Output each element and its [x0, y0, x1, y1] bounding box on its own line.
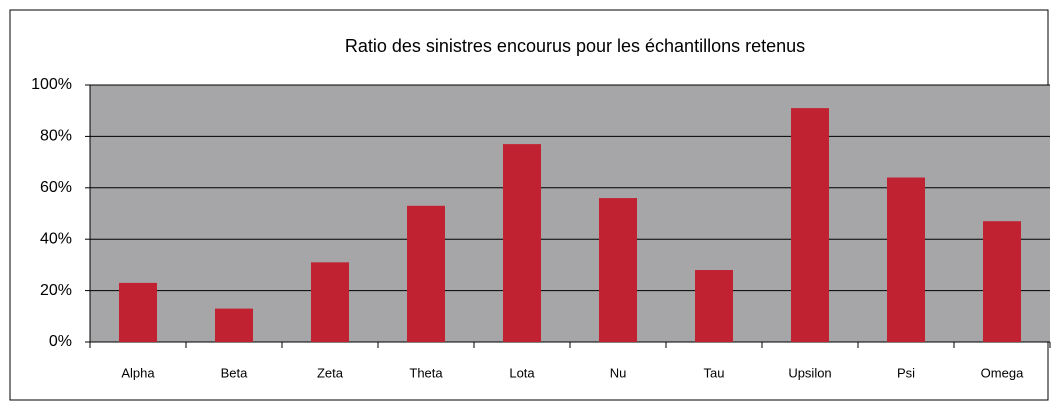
bar — [983, 221, 1021, 342]
y-tick-label: 40% — [40, 230, 72, 247]
bar — [503, 144, 541, 342]
bar — [407, 205, 445, 342]
bar — [215, 308, 253, 342]
x-tick-label: Theta — [409, 365, 443, 380]
x-tick-label: Beta — [221, 365, 249, 380]
bar — [791, 108, 829, 342]
chart-title: Ratio des sinistres encourus pour les éc… — [345, 36, 805, 56]
x-tick-label: Nu — [610, 365, 627, 380]
y-tick-label: 60% — [40, 179, 72, 196]
bar — [887, 177, 925, 342]
x-tick-label: Omega — [981, 365, 1024, 380]
y-tick-label: 20% — [40, 282, 72, 299]
x-tick-label: Upsilon — [788, 365, 831, 380]
y-tick-label: 0% — [49, 333, 72, 350]
x-tick-label: Lota — [509, 365, 535, 380]
x-tick-label: Alpha — [121, 365, 155, 380]
x-tick-label: Zeta — [317, 365, 344, 380]
x-tick-label: Tau — [704, 365, 725, 380]
bar — [695, 270, 733, 342]
y-tick-label: 80% — [40, 128, 72, 145]
bar — [119, 282, 157, 342]
x-tick-label: Psi — [897, 365, 915, 380]
bar — [311, 262, 349, 342]
y-tick-label: 100% — [31, 76, 72, 93]
bar — [599, 198, 637, 342]
